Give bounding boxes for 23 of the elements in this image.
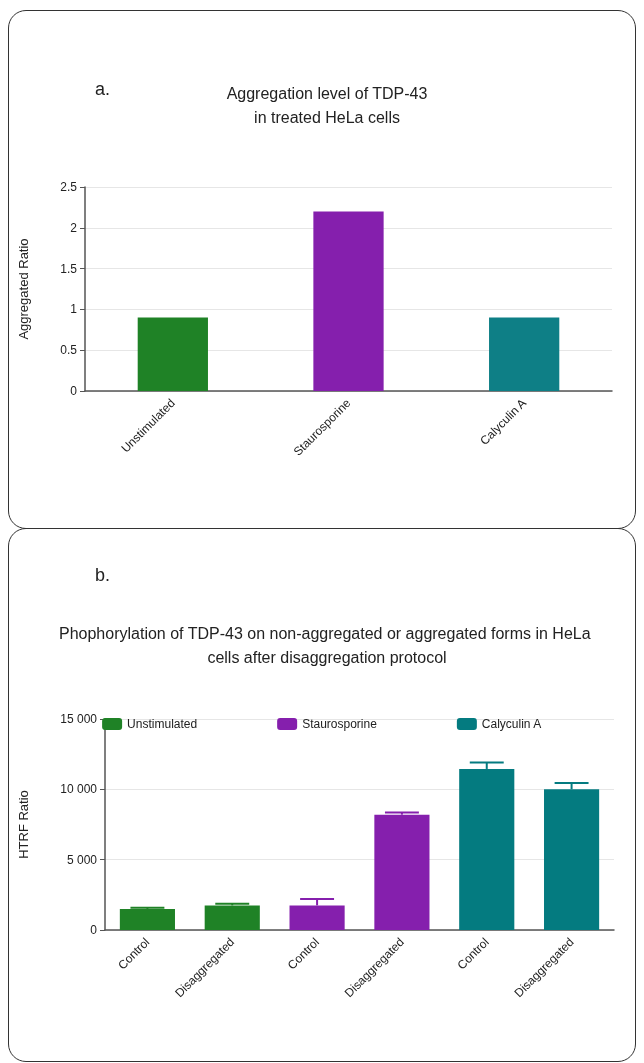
y-tick-label: 0.5 xyxy=(60,343,78,358)
y-tick-label: 0 xyxy=(70,384,78,398)
bar xyxy=(204,905,260,930)
y-tick-label: 5 000 xyxy=(66,852,98,867)
y-tick-label: 1 xyxy=(70,302,78,317)
y-tick-label: 2 xyxy=(70,220,78,235)
chart-title: Phophorylation of TDP-43 on non-aggregated or aggregated forms in HeLa cells after disaggregation protocol xyxy=(58,624,596,666)
legend-label: Staurosporine xyxy=(302,717,378,731)
bar xyxy=(119,908,175,930)
legend-label: Unstimulated xyxy=(127,717,198,731)
y-axis-title: Aggregated Ratio xyxy=(16,238,31,340)
y-tick-label: 0 xyxy=(90,923,98,937)
bar xyxy=(459,768,515,930)
bar xyxy=(374,814,430,930)
y-tick-label: 10 000 xyxy=(60,782,98,797)
y-tick-label: 15 000 xyxy=(60,712,98,726)
y-axis-title: HTRF Ratio xyxy=(16,790,31,859)
text: b. xyxy=(95,565,111,585)
text: a. xyxy=(95,79,111,99)
chart-title: Aggregation level of TDP-43 in treated HeLa cells xyxy=(226,84,428,126)
legend-label: Calyculin A xyxy=(481,717,542,731)
y-tick-label: 2.5 xyxy=(60,180,78,194)
y-tick-label: 1.5 xyxy=(60,261,78,276)
